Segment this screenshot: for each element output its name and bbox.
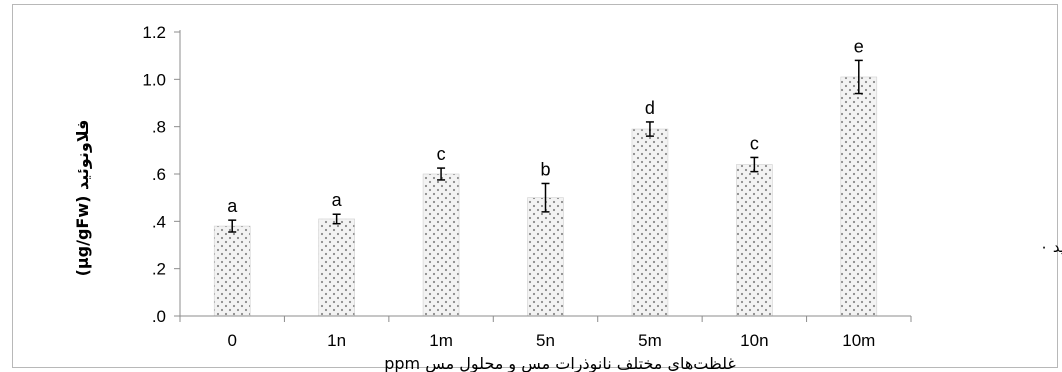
x-tick-label: 0 <box>227 331 236 350</box>
bar <box>422 173 460 317</box>
bars-layer <box>213 59 878 317</box>
chart-frame <box>12 4 1058 368</box>
significance-letter: a <box>227 196 238 216</box>
y-tick-label: .4 <box>152 212 166 231</box>
significance-letter: e <box>854 36 864 56</box>
y-tick-label: .2 <box>152 260 166 279</box>
y-tick-label: 1.0 <box>142 70 166 89</box>
x-axis-title: غلظت‌های مختلف نانوذرات مس و محلول مس pp… <box>384 354 736 372</box>
bar <box>840 76 878 317</box>
x-tick-label: 10m <box>842 331 875 350</box>
axes-layer <box>174 30 912 322</box>
bar <box>736 164 773 317</box>
bar <box>213 225 251 317</box>
y-tick-label: .0 <box>152 307 166 326</box>
x-tick-label: 1n <box>327 331 346 350</box>
y-axis-title: فلاونوئید (µg/gFw) <box>73 120 92 277</box>
y-tick-label: .8 <box>152 118 166 137</box>
legend-label: فلاونوئید ۰ <box>1040 238 1062 256</box>
y-tick-label: .6 <box>152 165 166 184</box>
labels-layer: a 0 a 1n c 1m b 5n d 5m c 10n e 10m .0 .2 .4 .6 .8 1.0 1.2 <box>142 23 875 350</box>
bar <box>631 128 669 317</box>
significance-letter: d <box>645 98 655 118</box>
bar <box>527 197 564 317</box>
x-tick-label: 10n <box>740 331 768 350</box>
bar <box>318 218 355 317</box>
x-tick-label: 5m <box>638 331 662 350</box>
significance-letter: a <box>332 190 343 210</box>
significance-letter: b <box>540 159 550 179</box>
y-tick-label: 1.2 <box>142 23 166 42</box>
significance-letter: c <box>437 144 446 164</box>
x-tick-label: 5n <box>536 331 555 350</box>
x-tick-label: 1m <box>429 331 453 350</box>
significance-letter: c <box>750 133 759 153</box>
